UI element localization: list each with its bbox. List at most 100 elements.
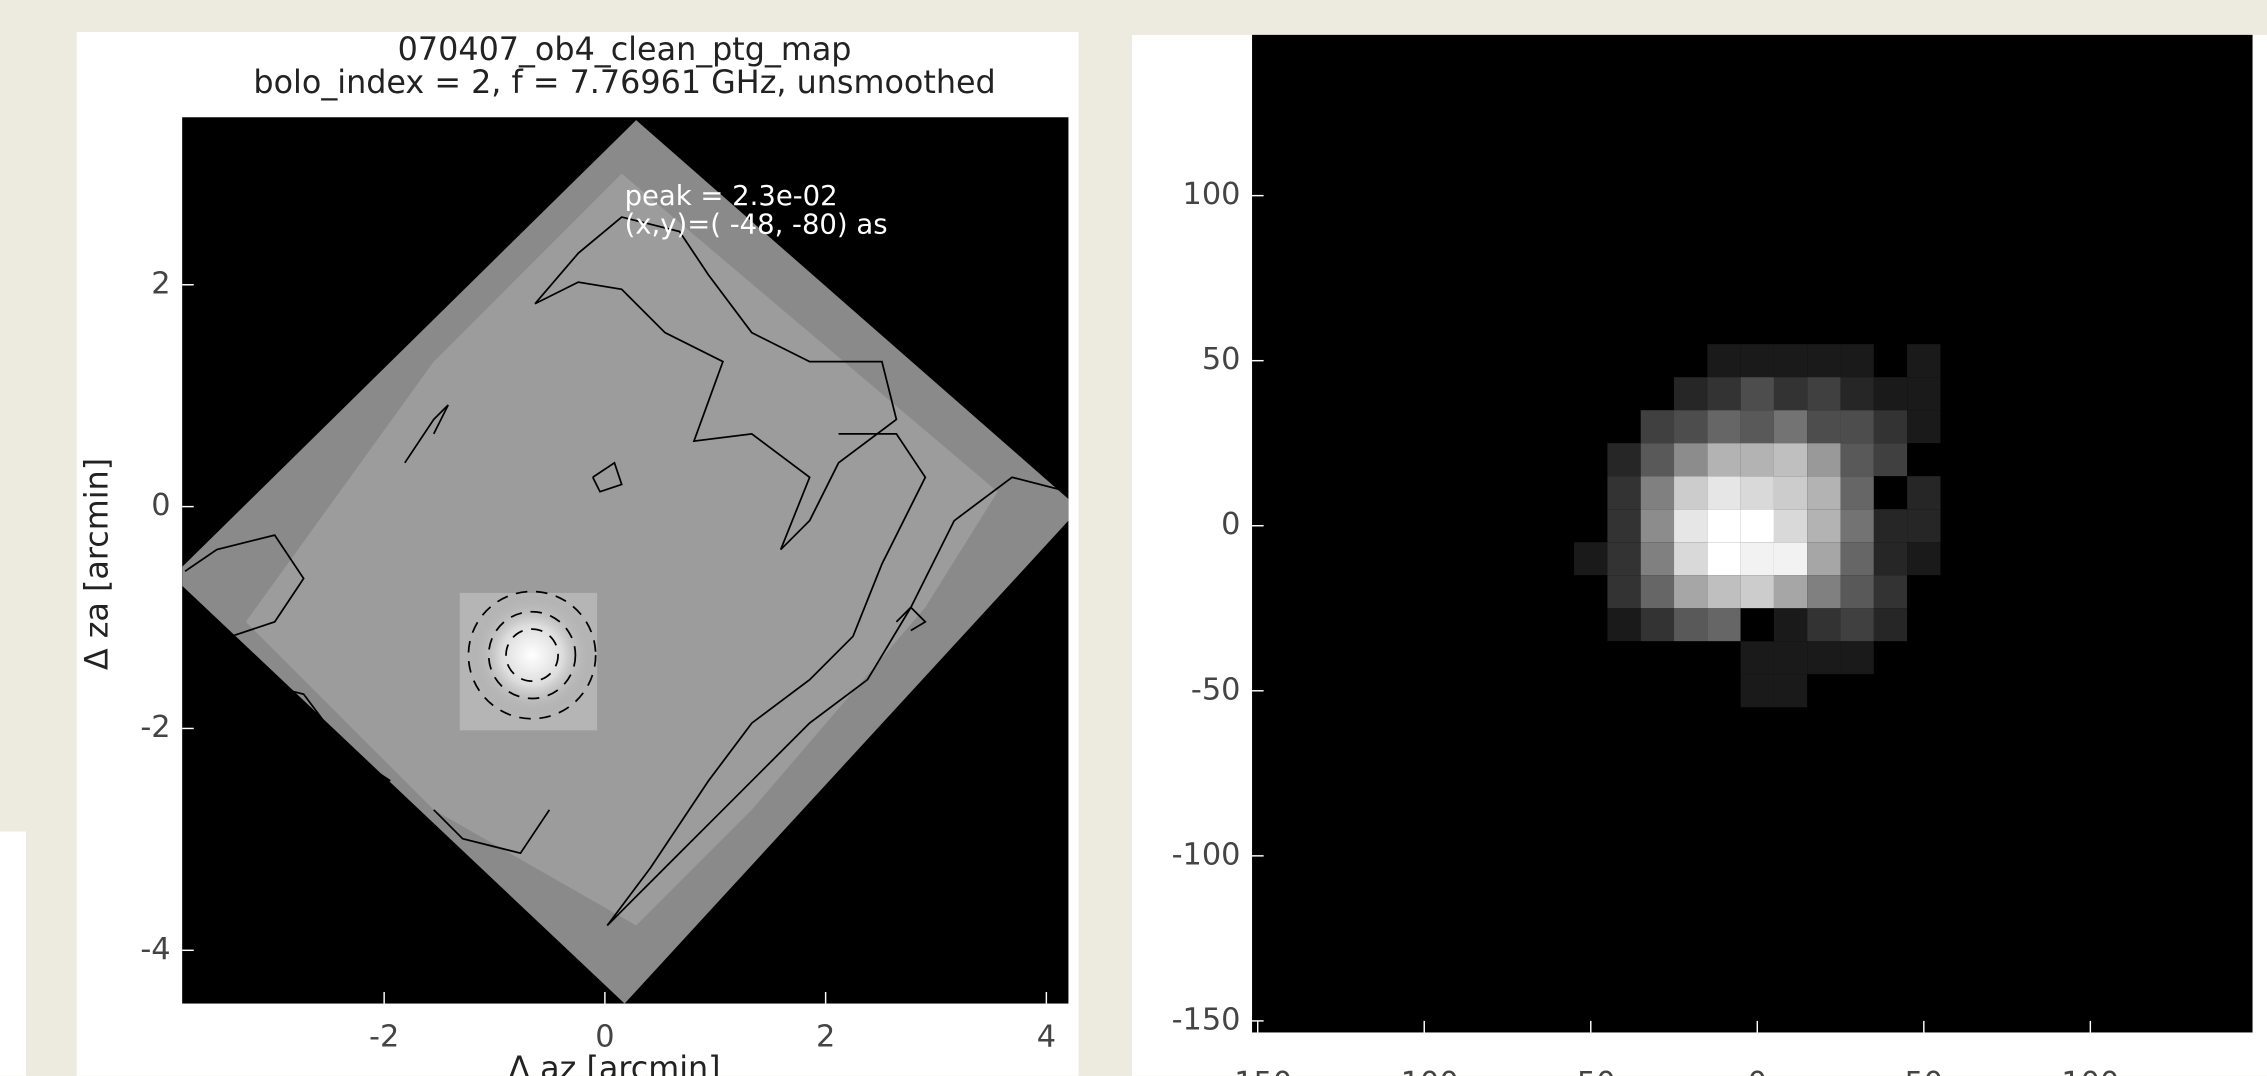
x-axis-label: Δ az [arcmin] — [508, 1050, 720, 1076]
source-contours — [467, 590, 597, 720]
heat-cell — [1840, 377, 1874, 411]
heat-cell — [1807, 443, 1841, 477]
heat-cell — [1907, 410, 1941, 444]
heat-cell — [1740, 377, 1774, 411]
heat-cell — [1607, 476, 1641, 510]
heat-cell — [1907, 608, 1941, 642]
x-tick-label: -50 — [1566, 1066, 1616, 1076]
heat-cell — [1707, 641, 1741, 675]
heat-cell — [1740, 542, 1774, 576]
heat-cell — [1640, 641, 1675, 675]
heat-cell — [1873, 542, 1908, 576]
heat-cell — [1807, 542, 1841, 576]
heat-cell — [1873, 509, 1908, 543]
heat-cell — [1773, 476, 1808, 510]
heat-cell — [1807, 608, 1841, 642]
heat-cell — [1707, 377, 1741, 411]
heat-cell — [1740, 344, 1774, 378]
x-tick-label: 2 — [816, 1020, 835, 1055]
y-tick-label: 100 — [1183, 177, 1241, 212]
x-tick-label: -2 — [369, 1020, 399, 1055]
heat-cell — [1574, 410, 1608, 444]
heat-cell — [1707, 344, 1741, 378]
heat-cell — [1873, 443, 1908, 477]
heat-cell — [1674, 575, 1708, 609]
heat-cell — [1640, 542, 1675, 576]
heat-cell — [1807, 674, 1841, 708]
heat-cell — [1907, 443, 1941, 477]
heat-cell — [1640, 608, 1675, 642]
heat-cell — [1574, 344, 1608, 378]
heat-cell — [1674, 608, 1708, 642]
heat-cell — [1674, 377, 1708, 411]
heat-cell — [1574, 674, 1608, 708]
heat-cell — [1907, 509, 1941, 543]
heat-cell — [1740, 608, 1774, 642]
heat-cell — [1640, 377, 1675, 411]
heat-cell — [1707, 608, 1741, 642]
heat-cell — [1873, 344, 1908, 378]
heat-cell — [1840, 476, 1874, 510]
heat-cell — [1773, 575, 1808, 609]
heat-cell — [1607, 344, 1641, 378]
heat-cell — [1640, 410, 1675, 444]
heat-cell — [1607, 509, 1641, 543]
heat-cell — [1607, 641, 1641, 675]
heat-cell — [1840, 344, 1874, 378]
heat-cell — [1873, 476, 1908, 510]
heat-cell — [1873, 410, 1908, 444]
heat-cell — [1840, 509, 1874, 543]
contours — [184, 216, 1069, 927]
heat-cell — [1840, 575, 1874, 609]
y-tick-label: -100 — [1172, 837, 1241, 872]
heat-cell — [1574, 377, 1608, 411]
y-tick-label: -2 — [140, 710, 170, 745]
y-tick-label: -50 — [1191, 672, 1241, 707]
heat-cell — [1807, 575, 1841, 609]
heat-cell — [1740, 443, 1774, 477]
heat-cell — [1674, 410, 1708, 444]
heat-cell — [1740, 641, 1774, 675]
heat-cell — [1873, 608, 1908, 642]
map-content — [182, 120, 1069, 1004]
heat-cell — [1840, 443, 1874, 477]
heat-cell — [1807, 641, 1841, 675]
heat-cell — [1607, 410, 1641, 444]
heat-cell — [1773, 509, 1808, 543]
heat-cell — [1740, 410, 1774, 444]
x-tick-label: 100 — [2061, 1066, 2119, 1076]
x-tick-label: 50 — [1904, 1066, 1943, 1076]
heat-cell — [1574, 542, 1608, 576]
heat-cell — [1640, 575, 1675, 609]
y-tick-label: -4 — [140, 932, 170, 967]
heat-cell — [1707, 542, 1741, 576]
heat-cell — [1740, 509, 1774, 543]
side-panel — [0, 831, 27, 1076]
heat-cell — [1773, 641, 1808, 675]
heat-cell — [1574, 641, 1608, 675]
x-tick-label: 4 — [1037, 1020, 1056, 1055]
heat-cell — [1707, 410, 1741, 444]
heat-cell — [1674, 443, 1708, 477]
heat-cell — [1840, 542, 1874, 576]
heat-cell — [1674, 344, 1708, 378]
annotation: peak = 2.3e-02 — [625, 181, 838, 212]
heat-cell — [1607, 575, 1641, 609]
heat-cell — [1607, 674, 1641, 708]
y-tick-label: 50 — [1202, 342, 1241, 377]
heat-cell — [1807, 509, 1841, 543]
heat-cell — [1707, 674, 1741, 708]
heat-cell — [1807, 410, 1841, 444]
heat-cell — [1640, 344, 1675, 378]
heat-cell — [1873, 575, 1908, 609]
heat-cell — [1674, 641, 1708, 675]
heat-cell — [1574, 443, 1608, 477]
heat-cell — [1740, 476, 1774, 510]
y-tick-label: -150 — [1172, 1002, 1241, 1037]
heat-cell — [1773, 344, 1808, 378]
heat-cell — [1640, 443, 1675, 477]
heat-cell — [1807, 377, 1841, 411]
heat-cell — [1707, 575, 1741, 609]
heat-cell — [1773, 608, 1808, 642]
